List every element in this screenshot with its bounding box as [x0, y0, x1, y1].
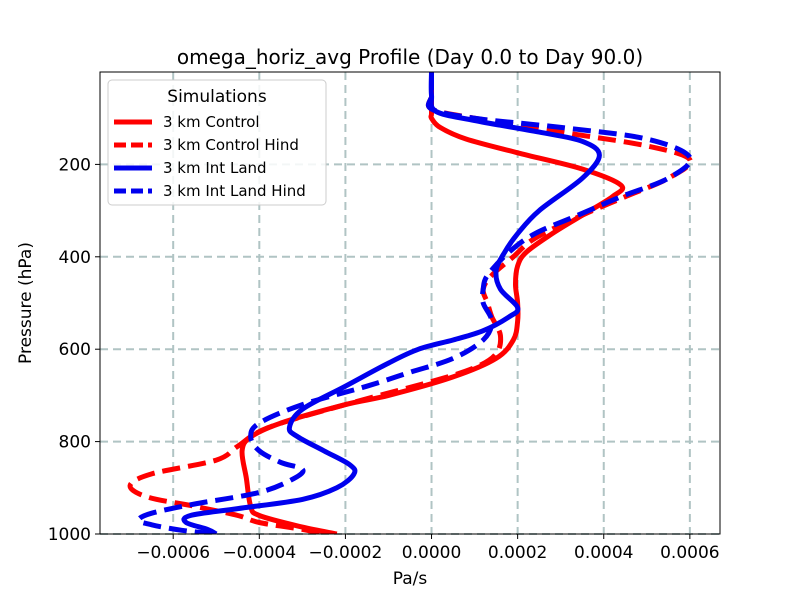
series-lines	[127, 72, 693, 534]
x-tick-label: 0.0004	[574, 543, 633, 563]
legend-entries: 3 km Control 3 km Control Hind 3 km Int La…	[114, 113, 306, 200]
x-tick-label: 0.0002	[488, 543, 547, 563]
series-line-2	[127, 72, 693, 534]
legend-label-1: 3 km Control	[163, 113, 260, 131]
axis-ticks: −0.0006 −0.0004 −0.0002 0.0000 0.0002 0.0004 0…	[48, 155, 720, 563]
x-tick-label: −0.0004	[222, 543, 296, 563]
series-layer	[127, 72, 693, 534]
series-line-4	[136, 72, 693, 534]
y-axis-label: Pressure (hPa)	[16, 242, 36, 364]
series-line-3	[181, 72, 602, 534]
legend-label-3: 3 km Int Land	[163, 159, 267, 177]
x-tick-label: −0.0002	[309, 543, 383, 563]
y-tick-label: 200	[59, 155, 91, 175]
chart-title: omega_horiz_avg Profile (Day 0.0 to Day …	[177, 45, 643, 69]
x-tick-label: 0.0006	[660, 543, 719, 563]
x-tick-label: 0.0000	[402, 543, 461, 563]
grid-lines	[100, 72, 720, 535]
y-tick-label: 800	[59, 433, 91, 453]
legend-label-4: 3 km Int Land Hind	[163, 182, 306, 200]
y-tick-label: 600	[59, 340, 91, 360]
x-axis-label: Pa/s	[393, 569, 428, 589]
legend-title: Simulations	[167, 87, 267, 107]
y-tick-label: 400	[59, 248, 91, 268]
series-line-1	[239, 72, 626, 534]
legend-label-2: 3 km Control Hind	[163, 136, 299, 154]
x-tick-label: −0.0006	[136, 543, 210, 563]
legend: Simulations 3 km Control 3 km Control Hin…	[107, 79, 327, 206]
y-tick-label: 1000	[48, 525, 91, 545]
plot-frame	[99, 71, 721, 535]
legend-box	[107, 79, 327, 206]
